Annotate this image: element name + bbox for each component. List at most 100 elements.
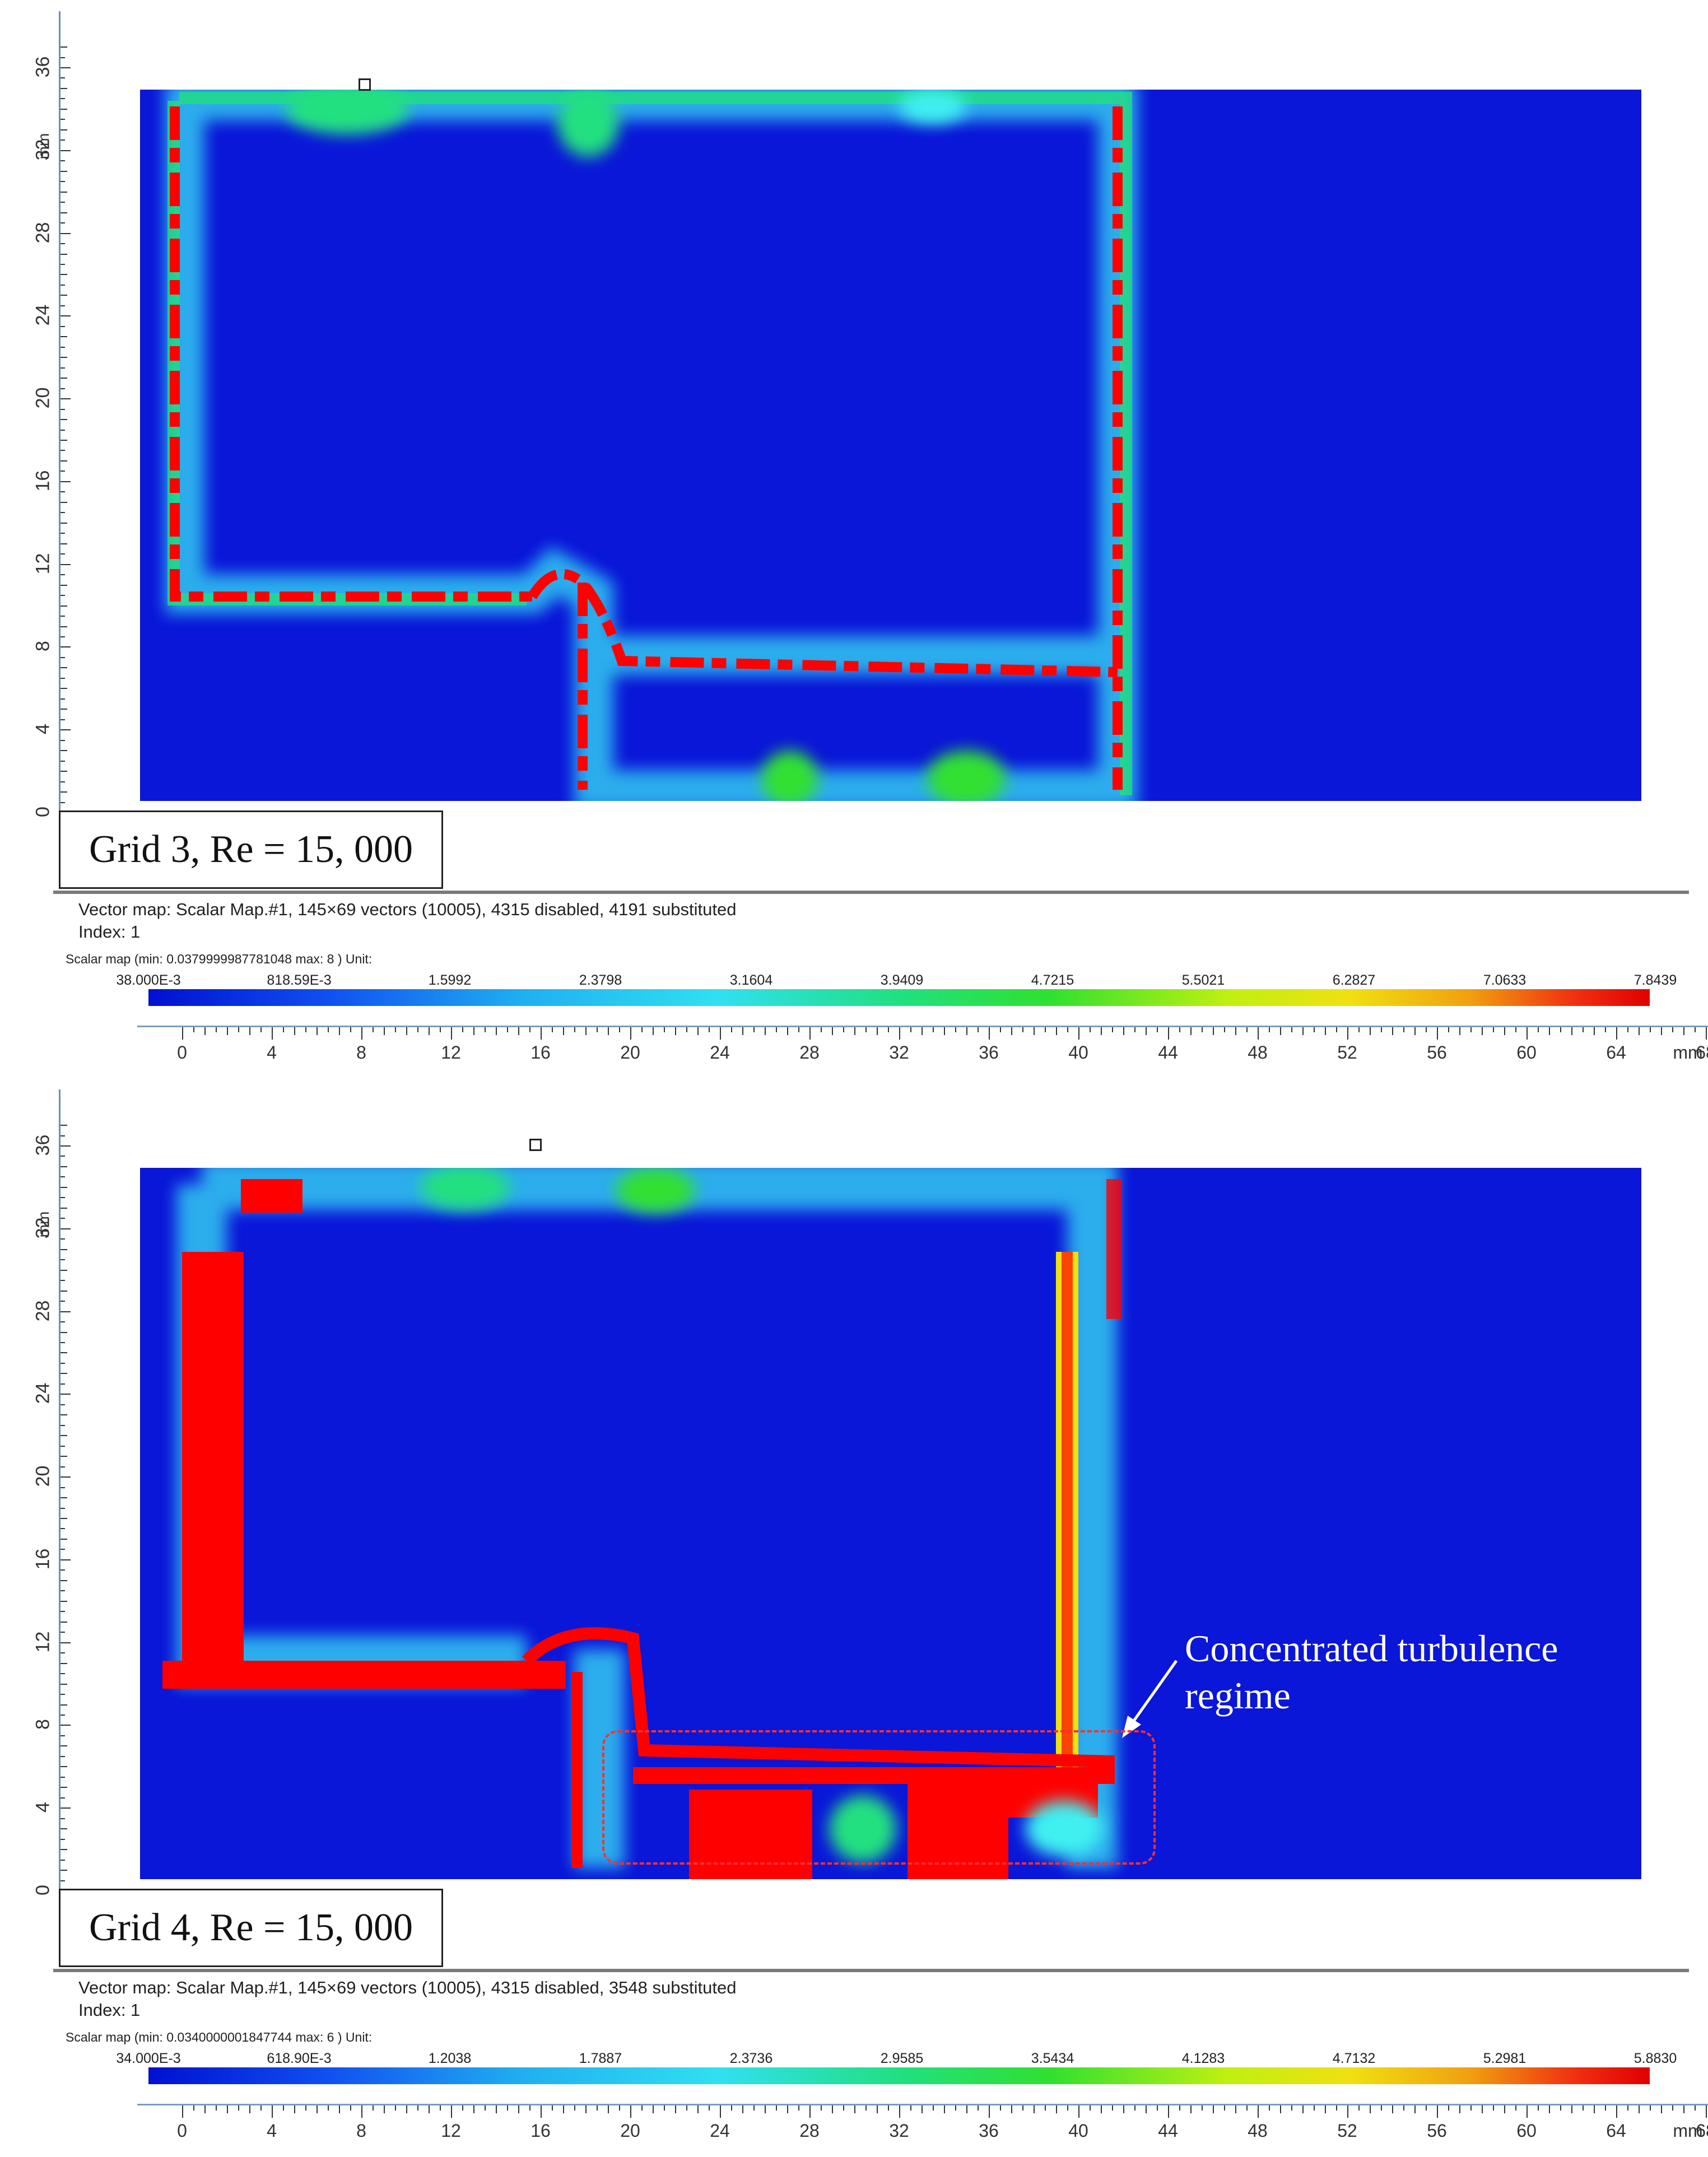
vertical-ruler-tick bbox=[60, 1280, 65, 1282]
scalar-map-plot[interactable] bbox=[140, 1168, 1641, 1879]
vertical-ruler-tick bbox=[60, 667, 67, 669]
scalar-map-plot[interactable] bbox=[140, 90, 1641, 801]
horizontal-ruler-tick bbox=[350, 1027, 351, 1032]
vertical-ruler-tick bbox=[60, 1870, 67, 1871]
horizontal-ruler-tick bbox=[1437, 2105, 1438, 2118]
horizontal-ruler-tick bbox=[1639, 1027, 1640, 1035]
vertical-ruler-tick bbox=[60, 1383, 65, 1385]
horizontal-ruler-tick bbox=[697, 2105, 699, 2113]
vertical-ruler-tick bbox=[60, 1311, 71, 1312]
horizontal-ruler-tick bbox=[1213, 2105, 1214, 2113]
annotation-line-1: Concentrated turbulence bbox=[1185, 1627, 1558, 1670]
horizontal-ruler-label: 36 bbox=[979, 1042, 999, 1063]
horizontal-ruler-label: 8 bbox=[356, 2121, 366, 2141]
horizontal-ruler-tick bbox=[1190, 2105, 1192, 2113]
horizontal-ruler-tick bbox=[451, 2105, 452, 2118]
horizontal-ruler-label: 20 bbox=[620, 1042, 640, 1063]
vertical-ruler-tick bbox=[60, 253, 67, 255]
vertical-ruler-tick bbox=[60, 1331, 67, 1333]
vertical-ruler-tick bbox=[60, 160, 65, 162]
horizontal-ruler-tick bbox=[1381, 2105, 1382, 2111]
horizontal-ruler-label: 20 bbox=[620, 2121, 640, 2141]
horizontal-ruler-tick bbox=[1258, 2105, 1259, 2118]
horizontal-ruler-tick bbox=[787, 1027, 788, 1035]
horizontal-ruler-tick bbox=[272, 2105, 273, 2118]
vertical-ruler-tick bbox=[60, 1487, 65, 1488]
horizontal-ruler-label: 60 bbox=[1516, 2121, 1537, 2141]
colorbar-tick-label: 2.9585 bbox=[880, 2051, 924, 2066]
horizontal-ruler-label: 4 bbox=[267, 2121, 277, 2141]
vertical-ruler: mm 0 4 8 12 16 20 24 28 32 36 bbox=[25, 1089, 71, 1895]
horizontal-ruler-tick bbox=[653, 2105, 654, 2113]
horizontal-ruler-tick bbox=[809, 1027, 811, 1040]
horizontal-ruler-unit: mm bbox=[1673, 2121, 1703, 2141]
horizontal-ruler-tick bbox=[339, 1027, 340, 1035]
horizontal-ruler-tick bbox=[675, 2105, 676, 2113]
horizontal-ruler-tick bbox=[462, 1027, 463, 1032]
colorbar-tick-label: 1.2038 bbox=[428, 2051, 472, 2066]
scalar-map-info: Scalar map (min: 0.0340000001847744 max:… bbox=[66, 2030, 373, 2044]
vertical-ruler-tick bbox=[60, 563, 71, 565]
vertical-ruler-tick bbox=[60, 243, 65, 245]
vertical-ruler-tick bbox=[60, 139, 65, 141]
vertical-ruler-tick bbox=[60, 108, 67, 110]
vector-map-text: Vector map: Scalar Map.#1, 145×69 vector… bbox=[78, 1978, 737, 1997]
horizontal-ruler-tick bbox=[608, 2105, 609, 2113]
horizontal-ruler-tick bbox=[821, 1027, 822, 1032]
horizontal-ruler-tick bbox=[272, 1027, 273, 1040]
horizontal-ruler-tick bbox=[1112, 2105, 1113, 2111]
vertical-ruler-tick bbox=[60, 129, 67, 131]
horizontal-ruler-tick bbox=[1616, 1027, 1617, 1040]
vertical-ruler-tick bbox=[60, 1394, 71, 1395]
vertical-ruler-tick bbox=[60, 263, 65, 265]
horizontal-ruler-tick bbox=[1358, 1027, 1360, 1032]
vertical-ruler-tick bbox=[60, 305, 65, 306]
probe-marker[interactable] bbox=[359, 78, 371, 91]
horizontal-ruler-tick bbox=[574, 1027, 575, 1032]
colorbar-tick-label: 618.90E-3 bbox=[267, 2051, 332, 2066]
horizontal-ruler-tick bbox=[1493, 2105, 1494, 2111]
horizontal-ruler-tick bbox=[305, 1027, 306, 1032]
horizontal-ruler-tick bbox=[809, 2105, 811, 2118]
colorbar-tick-label: 1.7887 bbox=[579, 2051, 622, 2066]
horizontal-ruler-tick bbox=[1672, 2105, 1673, 2111]
horizontal-ruler-tick bbox=[1683, 2105, 1684, 2113]
horizontal-ruler-tick bbox=[507, 1027, 508, 1032]
horizontal-ruler-tick bbox=[1347, 1027, 1348, 1040]
vertical-ruler-tick bbox=[60, 46, 67, 48]
horizontal-ruler-label: 4 bbox=[267, 1042, 277, 1063]
horizontal-ruler-tick bbox=[966, 1027, 967, 1035]
horizontal-ruler-tick bbox=[1067, 1027, 1068, 1032]
horizontal-ruler-tick bbox=[1179, 2105, 1180, 2111]
horizontal-ruler-tick bbox=[675, 1027, 676, 1035]
horizontal-ruler-tick bbox=[260, 2105, 262, 2111]
horizontal-ruler-tick bbox=[608, 1027, 609, 1035]
horizontal-ruler-label: 24 bbox=[710, 2121, 730, 2141]
colorbar-tick-label: 38.000E-3 bbox=[116, 972, 181, 988]
horizontal-ruler-tick bbox=[518, 2105, 519, 2113]
vertical-ruler-tick bbox=[60, 791, 67, 793]
vertical-ruler-tick bbox=[60, 1849, 67, 1851]
horizontal-ruler-tick bbox=[1683, 1027, 1684, 1035]
horizontal-ruler-tick bbox=[865, 1027, 867, 1032]
horizontal-ruler-tick bbox=[1527, 1027, 1528, 1040]
vertical-ruler-tick bbox=[60, 802, 65, 803]
vertical-ruler-label: 8 bbox=[32, 1719, 54, 1730]
probe-marker[interactable] bbox=[529, 1139, 542, 1151]
vertical-ruler-tick bbox=[60, 1497, 67, 1499]
horizontal-ruler-tick bbox=[1370, 1027, 1371, 1035]
vertical-ruler-tick bbox=[60, 1414, 67, 1416]
vertical-ruler-tick bbox=[60, 1125, 67, 1126]
horizontal-ruler-tick bbox=[1672, 1027, 1673, 1032]
horizontal-ruler-tick bbox=[933, 1027, 934, 1032]
horizontal-ruler-tick bbox=[1325, 1027, 1326, 1035]
horizontal-ruler-tick bbox=[1269, 2105, 1270, 2111]
horizontal-ruler-tick bbox=[955, 2105, 956, 2111]
horizontal-ruler-tick bbox=[1224, 2105, 1225, 2111]
colorbar-tick-label: 34.000E-3 bbox=[116, 2051, 181, 2066]
vertical-ruler-label: 36 bbox=[32, 1134, 54, 1156]
horizontal-ruler-tick bbox=[1426, 2105, 1427, 2111]
horizontal-ruler-tick bbox=[697, 1027, 699, 1035]
horizontal-ruler-tick bbox=[1527, 2105, 1528, 2118]
vertical-ruler-tick bbox=[60, 429, 65, 431]
